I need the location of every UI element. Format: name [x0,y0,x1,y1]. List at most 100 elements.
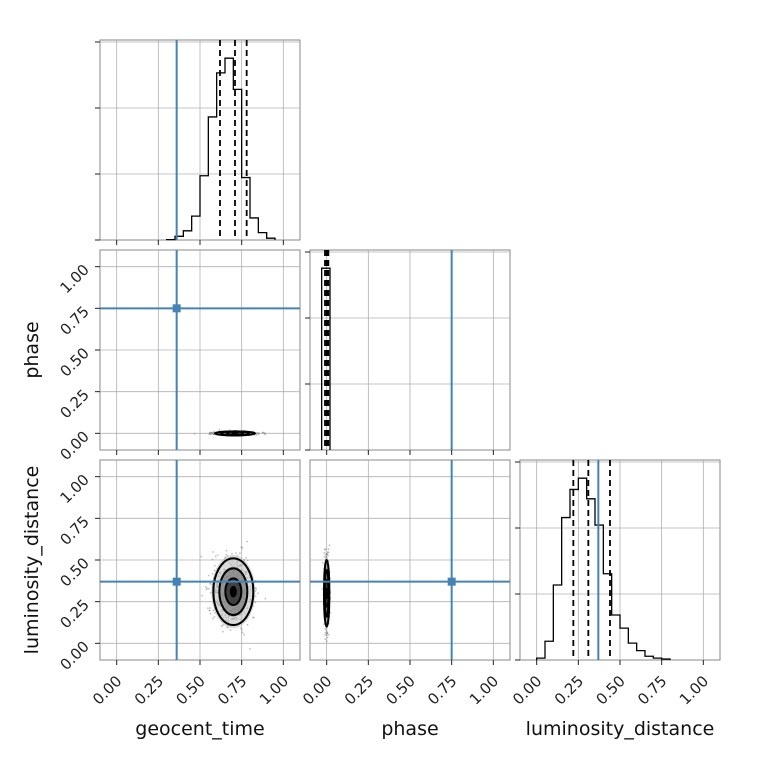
density-level-3 [325,587,329,600]
panel-luminosity_distance-luminosity_distance: 0.00 0.25 0.50 0.75 1.00 [509,459,721,708]
scatter-point [323,555,326,558]
x-tick-label: 0.00 [89,672,125,708]
contour-0 [212,557,255,627]
scatter-point [231,553,233,555]
panel-phase-geocent_time: 0.00 0.25 0.50 0.75 1.00 [56,249,301,464]
scatter-point [326,634,328,637]
x-tick-label: 1.00 [466,672,502,708]
x-tick-label: 0.50 [172,672,208,708]
scatter-point [208,587,210,590]
scatter-point [325,640,328,643]
panel-phase-phase [305,249,511,455]
scatter-point [324,631,327,634]
scatter-point [254,601,257,604]
scatter-point [209,433,212,436]
scatter-point [211,431,214,434]
scatter-point [210,431,213,434]
scatter-point [246,559,249,562]
panel-luminosity_distance-geocent_time: 0.000.250.500.751.000.00 0.25 0.50 0.75 1.00 [56,459,301,708]
y-tick-label: 0.00 [56,427,92,463]
scatter-point [211,573,214,575]
scatter-point [241,628,243,631]
scatter-point [201,594,204,597]
scatter-point [324,553,327,556]
scatter-point [326,553,329,555]
y-tick-label: 0.25 [56,596,92,632]
scatter-point [209,431,212,434]
scatter-point [326,632,328,635]
scatter-point [226,626,229,629]
x-tick-label: 1.00 [676,672,712,708]
scatter-point [240,546,243,549]
scatter-point [255,434,258,436]
contour-2 [323,579,330,608]
y-tick-label: 0.75 [56,302,92,338]
scatter-point [261,431,264,434]
scatter-point [329,611,332,614]
scatter-point [222,624,224,627]
scatter-point [212,609,215,612]
scatter-point [213,569,216,572]
scatter-point [208,433,211,436]
scatter-point [213,615,216,618]
scatter-point [213,433,215,436]
x-tick-label: 0.25 [551,672,587,708]
scatter-point [321,561,324,564]
scatter-point [246,540,248,543]
y-axis-label-phase: phase [21,321,43,378]
scatter-point [257,432,259,435]
x-tick-label: 0.75 [634,672,670,708]
panel-luminosity_distance-phase: 0.00 0.25 0.50 0.75 1.00 [299,459,511,708]
scatter-point [229,629,232,631]
y-tick-label: 0.25 [56,386,92,422]
scatter-point [326,632,329,635]
scatter-point [212,433,215,436]
scatter-point [325,553,327,556]
scatter-point [326,631,328,633]
scatter-point [208,609,211,612]
scatter-point [214,564,216,567]
scatter-point [264,433,266,436]
y-tick-label: 0.50 [56,344,92,380]
x-tick-label: 0.50 [382,672,418,708]
scatter-point [326,551,329,554]
truth-marker [447,577,456,586]
scatter-point [208,432,211,435]
x-tick-label: 0.25 [341,672,377,708]
scatter-point [258,432,260,435]
scatter-point [263,432,265,435]
scatter-point [205,588,208,591]
y-tick-label: 0.50 [56,554,92,590]
x-tick-label: 0.25 [131,672,167,708]
scatter-point [327,554,329,557]
scatter-point [207,574,210,577]
y-axis-label-luminosity_distance: luminosity_distance [21,466,43,655]
scatter-point [327,633,330,636]
x-axis-label-luminosity_distance: luminosity_distance [526,718,715,740]
x-tick-label: 0.75 [424,672,460,708]
scatter-point [211,558,214,561]
scatter-point [209,431,211,434]
scatter-point [246,623,249,626]
scatter-point [207,607,209,609]
scatter-point [252,617,255,619]
scatter-point [241,631,244,634]
scatter-point [241,547,244,549]
scatter-point [239,552,241,555]
scatter-point [324,633,326,636]
scatter-point [222,630,224,633]
scatter-point [257,592,259,595]
scatter-point [243,633,246,636]
histogram-phase [321,267,331,450]
scatter-point [323,551,326,554]
scatter-point [249,647,251,650]
scatter-point [214,555,217,558]
scatter-point [255,588,258,590]
contour-2 [226,430,244,437]
scatter-point [225,549,228,552]
scatter-point [209,582,212,585]
scatter-point [262,431,264,434]
density-level-3 [231,431,239,435]
scatter-point [257,433,260,435]
